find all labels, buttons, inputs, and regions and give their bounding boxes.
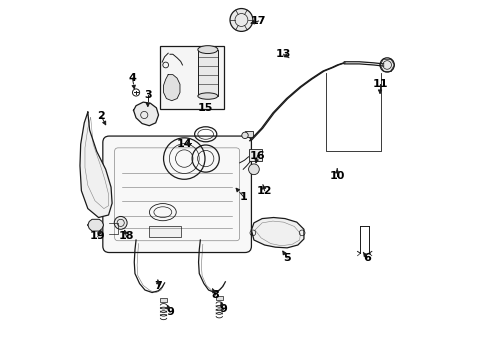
Text: 4: 4 — [128, 73, 136, 83]
Text: 10: 10 — [329, 171, 345, 181]
Circle shape — [114, 216, 127, 229]
Ellipse shape — [198, 93, 218, 99]
Text: 15: 15 — [197, 103, 213, 113]
Text: 7: 7 — [155, 282, 162, 292]
Bar — [216, 296, 223, 300]
Text: 8: 8 — [212, 290, 220, 300]
Bar — [160, 46, 223, 109]
Polygon shape — [164, 75, 180, 101]
Text: 19: 19 — [90, 231, 106, 242]
Text: 2: 2 — [98, 111, 105, 121]
Text: 12: 12 — [257, 186, 272, 196]
Bar — [148, 226, 181, 237]
Circle shape — [248, 164, 259, 175]
Polygon shape — [134, 102, 159, 126]
Polygon shape — [88, 219, 103, 231]
Circle shape — [242, 132, 248, 139]
Polygon shape — [251, 217, 304, 248]
Text: 11: 11 — [372, 79, 388, 89]
Circle shape — [230, 9, 253, 31]
Bar — [198, 50, 218, 96]
Text: 18: 18 — [119, 231, 134, 242]
Circle shape — [380, 58, 394, 72]
Text: 1: 1 — [240, 192, 248, 202]
FancyBboxPatch shape — [103, 136, 251, 252]
Bar — [249, 149, 262, 161]
Text: 16: 16 — [250, 151, 265, 161]
Text: 17: 17 — [251, 16, 267, 26]
Text: 9: 9 — [166, 307, 174, 317]
Text: 14: 14 — [176, 139, 192, 149]
Text: 9: 9 — [220, 304, 227, 314]
Polygon shape — [80, 112, 112, 217]
Text: 13: 13 — [276, 49, 291, 59]
Ellipse shape — [198, 46, 218, 54]
Text: 6: 6 — [363, 253, 371, 263]
Bar — [245, 131, 253, 137]
Text: 3: 3 — [144, 90, 151, 100]
Text: 5: 5 — [283, 253, 291, 263]
Bar — [160, 297, 167, 302]
